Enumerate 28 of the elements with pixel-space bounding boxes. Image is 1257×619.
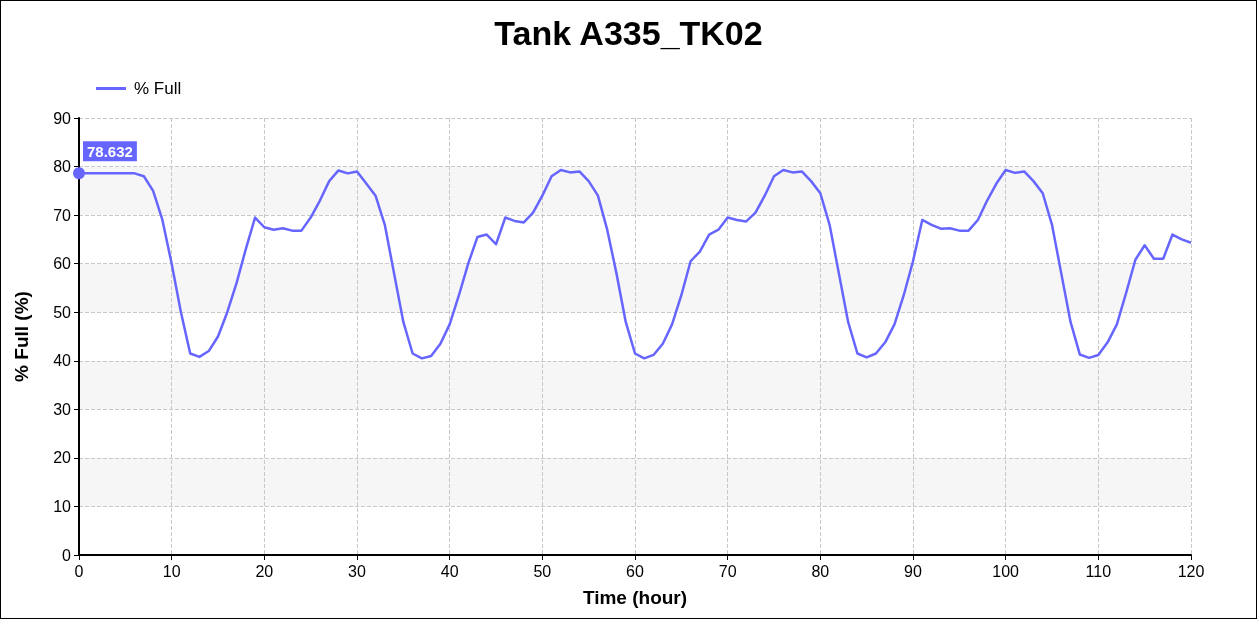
y-tick-label: 30 [53,400,72,418]
y-tick-label: 40 [53,352,72,370]
x-tick-label: 40 [440,562,459,580]
y-tick-label: 70 [53,206,72,224]
x-tick-label: 30 [348,562,366,580]
x-tick-label: 60 [626,562,644,580]
x-tick-label: 80 [811,562,830,580]
y-tick-label: 10 [53,497,72,515]
x-tick-label: 20 [255,562,274,580]
y-axis-title: % Full (%) [11,291,32,382]
x-tick-label: 50 [533,562,552,580]
annotation: 78.632 [87,143,133,161]
chart-title: Tank A335_TK02 [494,14,763,52]
x-tick-label: 0 [74,562,84,580]
y-tick-label: 50 [53,303,72,321]
y-tick-label: 0 [62,546,72,564]
x-tick-label: 120 [1177,562,1205,580]
x-tick-label: 110 [1085,562,1112,580]
y-tick-label: 20 [53,449,72,467]
x-tick-label: 70 [718,562,737,580]
x-tick-label: 100 [992,562,1020,580]
y-tick-label: 60 [53,255,72,273]
x-axis-title: Time (hour) [582,587,688,608]
x-tick-label: 90 [904,562,922,580]
y-tick-label: 80 [53,158,72,176]
x-tick-label: 10 [162,562,181,580]
y-tick-label: 90 [53,109,72,127]
legend-label: % Full [134,79,182,98]
